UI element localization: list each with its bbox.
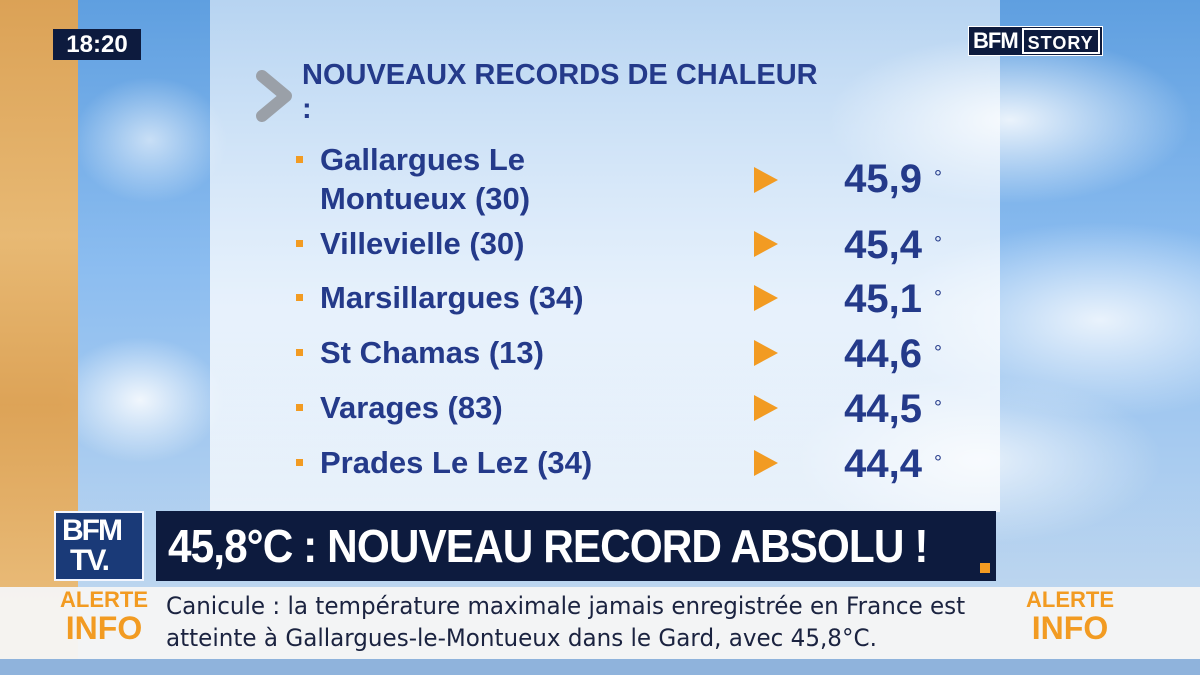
arrow-right-icon xyxy=(754,167,778,193)
arrow-right-icon xyxy=(754,395,778,421)
title-line-1: NOUVEAUX RECORDS DE CHALEUR xyxy=(302,59,818,91)
bfmtv-logo-line-2: TV. xyxy=(70,544,110,577)
record-city: Marsillargues (34) xyxy=(320,280,584,315)
record-temperature: 45,4 xyxy=(844,223,922,267)
logo-bfm-text: BFM xyxy=(973,28,1019,53)
headline-accent-square xyxy=(980,563,990,573)
record-temperature: 44,6 xyxy=(844,332,922,376)
bullet-icon xyxy=(296,294,303,301)
clock: 18:20 xyxy=(53,29,141,60)
bfmtv-logo: BFM TV. xyxy=(54,511,144,581)
title-line-2: : xyxy=(302,93,312,125)
record-city: Prades Le Lez (34) xyxy=(320,445,593,480)
record-temperature: 44,5 xyxy=(844,387,922,431)
record-city: Gallargues Le Montueux (30) xyxy=(320,140,530,218)
records-panel xyxy=(210,0,1000,512)
headline-banner: 45,8°C : NOUVEAU RECORD ABSOLU ! xyxy=(156,511,996,581)
alert-word: ALERTE xyxy=(1026,587,1114,612)
ticker-line-1: Canicule : la température maximale jamai… xyxy=(166,592,966,620)
record-city-line: Gallargues Le xyxy=(320,142,526,177)
alert-info-left: ALERTE INFO xyxy=(58,587,150,646)
record-row: Varages (83) 44,5 ° xyxy=(296,387,976,434)
chevron-icon xyxy=(256,70,292,122)
bullet-icon xyxy=(296,459,303,466)
info-word: INFO xyxy=(1031,610,1109,646)
record-temperature: 45,1 xyxy=(844,277,922,321)
degree-symbol: ° xyxy=(934,397,942,419)
record-city: Villevielle (30) xyxy=(320,226,525,261)
record-row: Gallargues Le Montueux (30) 45,9 ° xyxy=(296,140,976,220)
bfm-story-logo: BFM STORY xyxy=(968,26,1103,56)
ticker-line-2: atteinte à Gallargues-le-Montueux dans l… xyxy=(166,624,877,652)
logo-story-text: STORY xyxy=(1021,28,1100,54)
record-row: Villevielle (30) 45,4 ° xyxy=(296,223,976,270)
degree-symbol: ° xyxy=(934,287,942,309)
bullet-icon xyxy=(296,404,303,411)
page-title: NOUVEAUX RECORDS DE CHALEUR : xyxy=(302,58,982,126)
degree-symbol: ° xyxy=(934,452,942,474)
record-city: Varages (83) xyxy=(320,390,503,425)
headline-text: 45,8°C : NOUVEAU RECORD ABSOLU ! xyxy=(168,520,928,572)
news-ticker xyxy=(0,587,1200,659)
bullet-icon xyxy=(296,349,303,356)
alert-word: ALERTE xyxy=(60,587,148,612)
record-temperature: 45,9 xyxy=(844,157,922,201)
degree-symbol: ° xyxy=(934,167,942,189)
record-city: St Chamas (13) xyxy=(320,335,544,370)
degree-symbol: ° xyxy=(934,342,942,364)
info-word: INFO xyxy=(65,610,143,646)
arrow-right-icon xyxy=(754,285,778,311)
record-city-line: Montueux (30) xyxy=(320,181,531,216)
bullet-icon xyxy=(296,156,303,163)
alert-info-right: ALERTE INFO xyxy=(1024,587,1116,646)
record-row: St Chamas (13) 44,6 ° xyxy=(296,332,976,379)
record-row: Prades Le Lez (34) 44,4 ° xyxy=(296,442,976,489)
record-temperature: 44,4 xyxy=(844,442,922,486)
bfmtv-logo-line-1: BFM xyxy=(62,514,123,547)
bullet-icon xyxy=(296,240,303,247)
record-row: Marsillargues (34) 45,1 ° xyxy=(296,277,976,324)
arrow-right-icon xyxy=(754,450,778,476)
bottom-strip xyxy=(0,659,1200,675)
degree-symbol: ° xyxy=(934,233,942,255)
arrow-right-icon xyxy=(754,231,778,257)
arrow-right-icon xyxy=(754,340,778,366)
ticker-text: Canicule : la température maximale jamai… xyxy=(166,590,982,654)
